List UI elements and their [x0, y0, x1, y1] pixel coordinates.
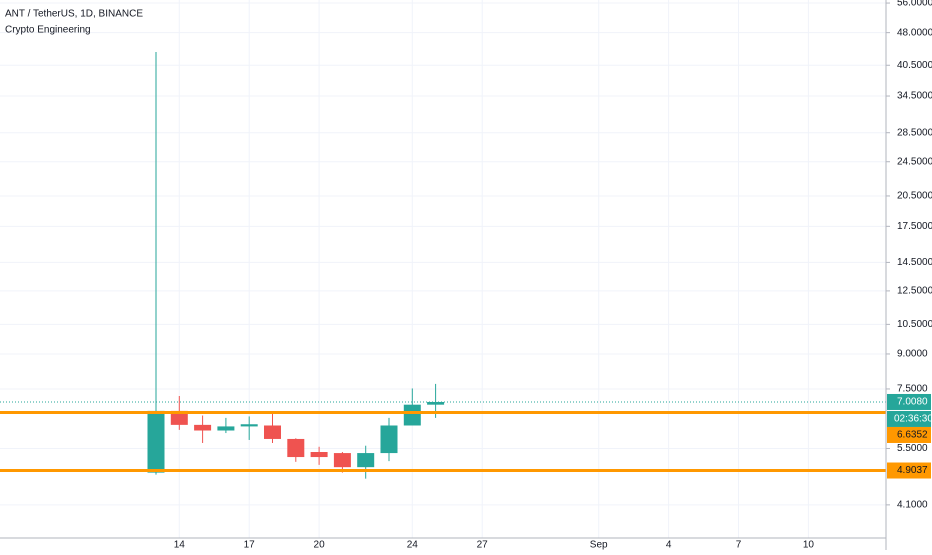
- y-tick-label: 14.5000: [897, 257, 932, 268]
- countdown-bg: [887, 410, 931, 427]
- level-label-bg: [887, 462, 931, 479]
- y-tick-label: 10.5000: [897, 319, 932, 330]
- candle-body: [427, 401, 445, 405]
- candle-body: [170, 410, 188, 425]
- candle-body: [380, 425, 398, 454]
- indicator-name: Crypto Engineering: [5, 25, 91, 36]
- y-tick-label: 4.1000: [897, 500, 928, 511]
- candle-body: [240, 424, 258, 427]
- y-tick-label: 9.0000: [897, 349, 928, 360]
- candle-body: [287, 438, 305, 458]
- x-tick-label: 4: [666, 540, 672, 550]
- y-tick-label: 34.5000: [897, 91, 932, 102]
- y-tick-label: 5.5000: [897, 443, 928, 454]
- x-tick-label: 17: [244, 540, 256, 550]
- chart-title: ANT / TetherUS, 1D, BINANCE: [5, 9, 143, 20]
- candle-body: [357, 453, 375, 468]
- candle-body: [310, 452, 328, 458]
- axis: 4.1000 5.5000 7.5000 9.0000 10.5000 12.5000 14…: [174, 0, 932, 551]
- candle-body: [403, 404, 421, 426]
- y-tick-label: 17.5000: [897, 221, 932, 232]
- level-label-bg: [887, 426, 931, 443]
- x-tick-label: 24: [407, 540, 419, 550]
- x-tick-label: 14: [174, 540, 186, 550]
- level-label: 4.9037: [897, 465, 928, 476]
- x-tick-label: 7: [736, 540, 742, 550]
- y-tick-label: 24.5000: [897, 156, 932, 167]
- candle-body: [333, 453, 351, 468]
- grid: [0, 0, 886, 538]
- x-tick-label: 27: [477, 540, 489, 550]
- y-tick-label: 48.0000: [897, 27, 932, 38]
- y-tick-label: 56.0000: [897, 0, 932, 9]
- y-tick-label: 28.5000: [897, 127, 932, 138]
- y-tick-label: 40.5000: [897, 60, 932, 71]
- price-label: 7.0080: [897, 397, 928, 408]
- y-tick-label: 20.5000: [897, 191, 932, 202]
- price-label-bg: [887, 393, 931, 410]
- marks: [0, 51, 886, 479]
- level-label: 6.6352: [897, 430, 928, 441]
- x-tick-label: Sep: [590, 540, 608, 550]
- countdown: 02:36:30: [894, 414, 932, 425]
- x-tick-label: 10: [803, 540, 815, 550]
- candle-body: [217, 426, 235, 431]
- candle-body: [147, 410, 165, 473]
- y-tick-label: 7.5000: [897, 384, 928, 395]
- y-tick-label: 12.5000: [897, 286, 932, 297]
- x-tick-label: 20: [314, 540, 326, 550]
- candle-body: [264, 425, 281, 439]
- candle-body: [194, 424, 212, 431]
